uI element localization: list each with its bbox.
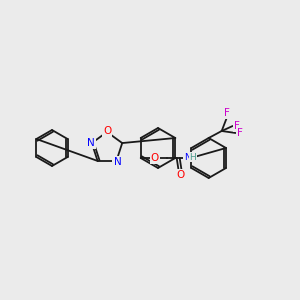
Text: N: N (184, 152, 191, 161)
Text: N: N (87, 138, 95, 148)
Text: F: F (237, 128, 243, 138)
Text: H: H (189, 152, 196, 161)
Text: F: F (234, 121, 240, 131)
Text: N: N (113, 157, 121, 167)
Text: F: F (224, 108, 230, 118)
Text: O: O (177, 170, 185, 180)
Text: O: O (151, 153, 159, 163)
Text: O: O (103, 126, 111, 136)
